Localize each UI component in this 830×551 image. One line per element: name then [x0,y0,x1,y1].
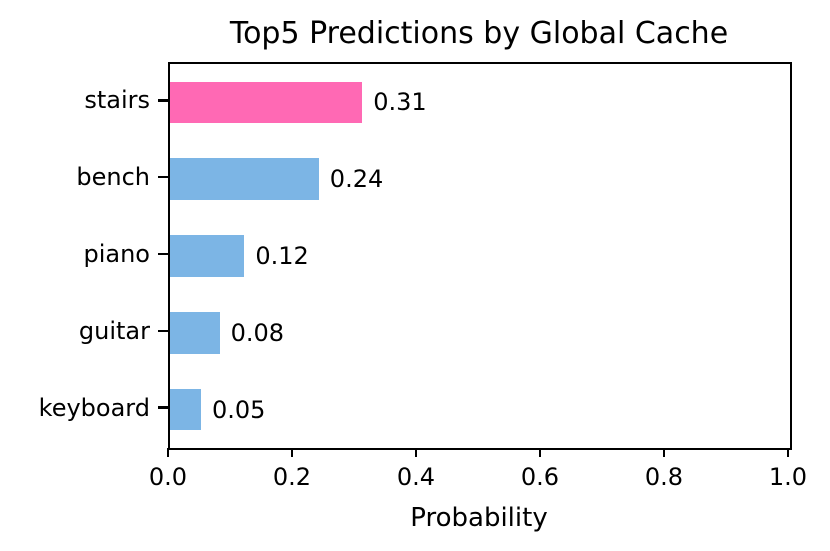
ytick-label-stairs: stairs [84,86,150,115]
bar-row-piano: 0.12 [170,218,790,295]
ytick-mark-bench [158,175,168,179]
ytick-label-keyboard: keyboard [38,393,150,422]
bar-keyboard [170,388,201,431]
bar-stairs [170,81,363,124]
ytick-label-piano: piano [83,240,150,268]
bar-row-stairs: 0.31 [170,64,790,141]
ytick-mark-guitar [158,329,168,333]
xtick-mark-0.8 [662,448,666,457]
bar-value-label-piano: 0.12 [255,241,309,270]
bar-value-label-guitar: 0.08 [230,318,285,347]
xtick-mark-0.2 [290,448,294,457]
xtick-label-0.0: 0.0 [148,463,188,491]
xtick-mark-1.0 [786,448,790,457]
ytick-label-guitar: guitar [78,316,150,345]
xtick-mark-0.6 [538,448,542,457]
plot-area: 0.31 0.24 0.12 0.08 0.05 [168,62,792,450]
ytick-mark-keyboard [158,406,168,409]
ytick-mark-piano [158,252,168,256]
bar-value-label-bench: 0.24 [329,165,384,194]
xtick-label-1.0: 1.0 [768,463,808,491]
xtick-label-0.2: 0.2 [272,463,312,491]
xtick-mark-0.4 [414,448,418,457]
bar-row-bench: 0.24 [170,141,790,218]
xtick-mark-0.0 [166,448,170,457]
x-axis-label: Probability [410,503,548,533]
chart-title: Top5 Predictions by Global Cache [229,16,729,51]
xtick-label-0.8: 0.8 [644,463,684,491]
xtick-label-0.4: 0.4 [396,463,436,491]
bar-row-guitar: 0.08 [170,294,790,371]
bar-piano [170,235,245,277]
ytick-mark-stairs [158,99,168,102]
bar-bench [170,158,319,200]
bar-guitar [170,312,220,354]
bar-value-label-keyboard: 0.05 [212,395,266,424]
xtick-label-0.6: 0.6 [520,463,560,491]
bar-value-label-stairs: 0.31 [373,88,427,117]
ytick-label-bench: bench [76,163,150,192]
bar-row-keyboard: 0.05 [170,371,790,448]
